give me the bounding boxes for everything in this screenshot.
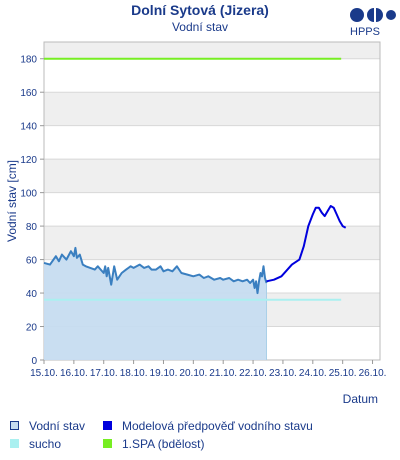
x-tick-label: 25.10. xyxy=(329,368,357,379)
legend-swatch-forecast xyxy=(103,421,112,431)
grid-band xyxy=(44,226,380,260)
x-tick-label: 24.10. xyxy=(299,368,327,379)
water-level-chart: 0 20 40 60 80 100 120 140 160 180 15.10. 16.10. 17.1… xyxy=(5,41,387,406)
y-tick-label: 140 xyxy=(20,122,37,133)
legend-swatch-spa1 xyxy=(103,439,112,449)
water-level-line xyxy=(43,246,268,295)
y-tick-label: 180 xyxy=(20,55,37,66)
chart-subtitle: Vodní stav xyxy=(171,20,229,34)
x-tick-label: 20.10. xyxy=(179,368,207,379)
legend-item-forecast: Modelová předpověď vodního stavu xyxy=(103,418,313,434)
logo-text: HPPS xyxy=(350,26,380,38)
grid-band xyxy=(44,42,380,59)
chart-title: Dolní Sytová (Jizera) xyxy=(131,2,269,18)
legend-item-spa1: 1.SPA (bdělost) xyxy=(103,436,205,452)
grid-band xyxy=(44,92,380,126)
x-tick-label: 19.10. xyxy=(150,368,178,379)
legend-item-water-level: Vodní stav xyxy=(10,418,85,434)
x-tick-label: 23.10. xyxy=(269,368,297,379)
legend-label-forecast: Modelová předpověď vodního stavu xyxy=(122,419,313,433)
legend-swatch-water-level xyxy=(10,421,19,431)
forecast-line xyxy=(266,205,347,283)
legend-swatch-drought xyxy=(10,439,19,449)
y-tick-label: 80 xyxy=(26,222,38,233)
grid-band xyxy=(44,159,380,193)
hpps-logo xyxy=(350,8,396,22)
y-tick-label: 60 xyxy=(26,256,38,267)
x-tick-label: 17.10. xyxy=(90,368,118,379)
water-level-area xyxy=(44,247,267,360)
y-tick-label: 0 xyxy=(31,356,37,367)
y-tick-label: 160 xyxy=(20,88,37,99)
legend-label-drought: sucho xyxy=(29,437,62,451)
y-tick-label: 20 xyxy=(26,323,38,334)
x-tick-label: 16.10. xyxy=(60,368,88,379)
x-tick-label: 21.10. xyxy=(209,368,237,379)
x-axis-title: Datum xyxy=(343,392,378,406)
x-tick-label: 15.10. xyxy=(30,368,58,379)
legend-item-drought: sucho xyxy=(10,436,61,452)
y-tick-label: 40 xyxy=(26,289,38,300)
legend-label-spa1: 1.SPA (bdělost) xyxy=(122,437,205,451)
x-tick-label: 18.10. xyxy=(120,368,148,379)
legend-label-water-level: Vodní stav xyxy=(29,419,86,433)
y-axis-title: Vodní stav [cm] xyxy=(5,160,19,242)
y-tick-label: 120 xyxy=(20,155,37,166)
x-tick-label: 26.10. xyxy=(359,368,387,379)
y-tick-label: 100 xyxy=(20,189,37,200)
x-tick-label: 22.10. xyxy=(239,368,267,379)
